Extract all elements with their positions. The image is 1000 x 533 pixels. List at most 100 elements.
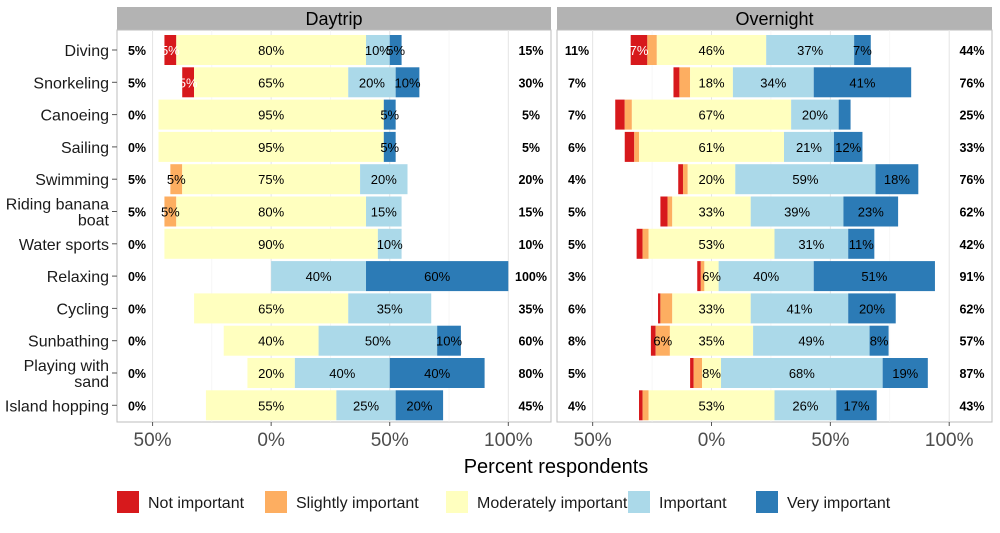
high-total-label: 15% (518, 44, 543, 58)
low-total-label: 0% (128, 270, 146, 284)
low-total-label: 7% (568, 109, 586, 123)
bar-segment (194, 67, 349, 98)
bar-segment (647, 35, 657, 65)
low-total-label: 0% (128, 238, 146, 252)
segment-label: 41% (849, 75, 875, 90)
high-total-label: 44% (959, 44, 984, 58)
bar-row: 5% 80% 10%5%5% 15% (128, 35, 544, 65)
legend-item: Not important (117, 491, 245, 513)
segment-label: 75% (258, 172, 284, 187)
low-total-label: 6% (568, 141, 586, 155)
low-total-label: 6% (568, 302, 586, 316)
bar-segment (176, 35, 367, 65)
category-label: Riding banana boat (6, 197, 110, 230)
segment-label: 65% (258, 75, 284, 90)
segment-label: 40% (329, 366, 355, 381)
facet-strip (117, 7, 551, 30)
legend-swatch (265, 491, 287, 513)
bar-segment (673, 67, 680, 98)
low-total-label: 5% (128, 173, 146, 187)
segment-label: 5% (380, 140, 399, 155)
bar-row: 55% 25% 20% 0% 45% (128, 390, 544, 421)
segment-label: 21% (796, 140, 822, 155)
bar-segment (672, 196, 751, 227)
bar-segment (631, 99, 792, 130)
bar-segment (678, 164, 683, 195)
bar-segment (348, 293, 432, 324)
low-total-label: 5% (128, 206, 146, 220)
bar-segment (194, 293, 349, 324)
bar-segment (170, 164, 183, 195)
segment-label: 51% (861, 269, 887, 284)
bar-segment (672, 293, 751, 324)
bar-segment (843, 196, 899, 227)
high-total-label: 60% (518, 335, 543, 349)
segment-label: 40% (424, 366, 450, 381)
bar-segment (667, 196, 673, 227)
bar-segment (639, 131, 785, 162)
segment-label: 20% (371, 172, 397, 187)
segment-label: 5% (380, 108, 399, 123)
bar-row: 67% 20% 7% 25% (568, 99, 985, 130)
x-tick-label: 0% (257, 430, 285, 451)
segment-label: 40% (753, 269, 779, 284)
segment-label: 5% (161, 43, 180, 58)
legend-item: Very important (756, 491, 891, 513)
legend-label: Not important (148, 495, 245, 512)
bar-segment (875, 164, 919, 195)
bar-row: 53% 26% 17% 4% 43% (568, 390, 985, 421)
category-label: Playing with sand (24, 358, 109, 391)
segment-label: 95% (258, 108, 284, 123)
legend-item: Slightly important (265, 491, 419, 513)
bar-segment (634, 131, 640, 162)
bar-segment (271, 261, 367, 292)
bar-segment (836, 390, 877, 421)
bar-segment (774, 390, 837, 421)
segment-label: 65% (258, 301, 284, 316)
segment-label: 33% (698, 205, 724, 220)
bar-segment (639, 390, 643, 421)
high-total-label: 91% (959, 270, 984, 284)
segment-label: 5% (179, 75, 198, 90)
x-axis-label: Percent respondents (464, 456, 649, 478)
bar-segment (700, 261, 705, 292)
bar-segment (348, 67, 396, 98)
bar-row: 65% 35% 0% 35% (128, 293, 544, 324)
legend-item: Moderately important (446, 491, 628, 513)
bar-segment (718, 261, 814, 292)
bar-segment (869, 325, 889, 356)
segment-label: 18% (698, 75, 724, 90)
segment-label: 39% (784, 205, 810, 220)
segment-label: 26% (792, 398, 818, 413)
category-labels: Diving Snorkeling Canoeing Sailing Swimming R… (5, 43, 117, 415)
low-total-label: 7% (568, 76, 586, 90)
high-total-label: 10% (518, 238, 543, 252)
bar-segment (848, 228, 875, 259)
bar-segment (366, 35, 390, 65)
bar-row: 6% 35% 49% 8% 8% 57% (568, 325, 985, 356)
bar-segment (624, 99, 632, 130)
legend-label: Moderately important (477, 495, 628, 512)
bar-segment (838, 99, 851, 130)
segment-label: 41% (786, 301, 812, 316)
low-total-label: 5% (128, 76, 146, 90)
bar-segment (854, 35, 871, 65)
segment-label: 23% (858, 205, 884, 220)
segment-label: 35% (377, 301, 403, 316)
legend-swatch (446, 491, 468, 513)
bar-row: 90% 10% 0% 10% (128, 228, 544, 259)
low-total-label: 0% (128, 109, 146, 123)
bar-row: 20% 40% 40% 0% 80% (128, 358, 544, 388)
low-total-label: 8% (568, 335, 586, 349)
segment-label: 95% (258, 140, 284, 155)
low-total-label: 4% (568, 399, 586, 413)
segment-label: 12% (835, 140, 861, 155)
legend-swatch (756, 491, 778, 513)
low-total-label: 5% (568, 206, 586, 220)
bar-segment (669, 325, 754, 356)
segment-label: 59% (792, 172, 818, 187)
high-total-label: 5% (522, 141, 540, 155)
bar-segment (753, 325, 870, 356)
bar-segment (366, 261, 509, 292)
